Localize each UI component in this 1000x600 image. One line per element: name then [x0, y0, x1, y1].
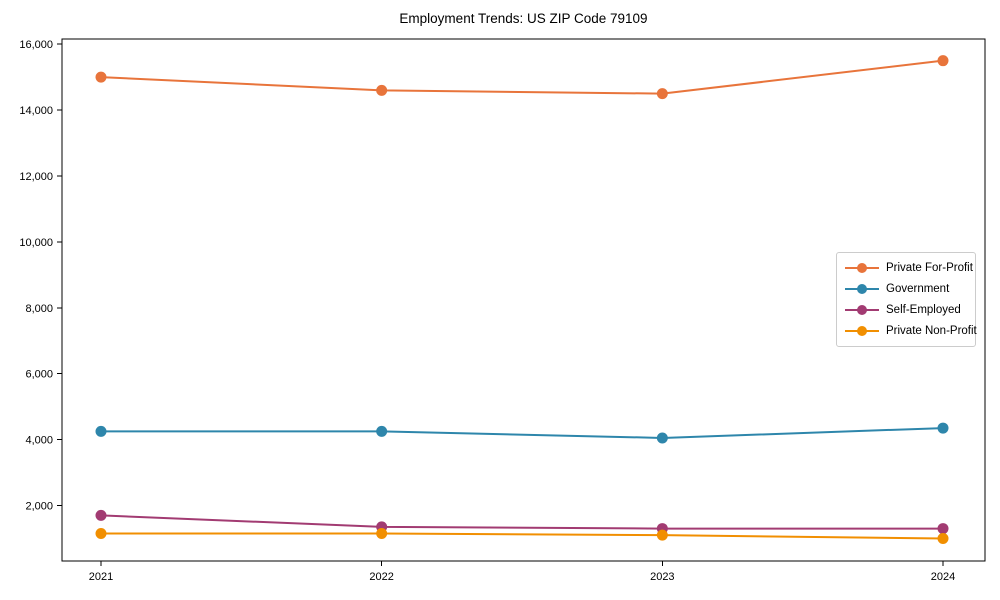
- legend-item-self-employed: Self-Employed: [845, 304, 967, 316]
- legend-label: Government: [886, 283, 950, 296]
- y-tick-label: 4,000: [25, 435, 53, 447]
- legend: Private For-Profit Government Self-Employe…: [836, 252, 977, 347]
- x-tick-label: 2022: [369, 571, 393, 583]
- series-line-government: [100, 427, 944, 439]
- data-point-government-2023: [656, 432, 668, 444]
- y-tick-label: 6,000: [25, 369, 53, 381]
- legend-dot-icon: [857, 325, 867, 336]
- y-tick-label: 2,000: [25, 501, 53, 513]
- x-tick-label: 2021: [89, 571, 113, 583]
- chart-title: Employment Trends: US ZIP Code 79109: [399, 11, 648, 26]
- legend-label: Self-Employed: [886, 303, 961, 316]
- data-point-private-for-profit-2023: [656, 88, 668, 100]
- x-tick-label: 2023: [650, 571, 674, 583]
- x-tick-label: 2024: [931, 571, 955, 583]
- y-tick-label: 8,000: [25, 303, 53, 315]
- legend-line-marker-icon: [845, 263, 879, 274]
- data-point-private-non-profit-2021: [95, 528, 107, 540]
- legend-dot-icon: [857, 304, 867, 315]
- data-point-self-employed-2021: [95, 509, 107, 521]
- data-point-private-for-profit-2022: [376, 84, 388, 96]
- legend-label: Private Non-Profit: [886, 324, 977, 337]
- series-line-self-employed: [100, 514, 944, 530]
- legend-dot-icon: [857, 284, 867, 295]
- data-point-private-for-profit-2024: [937, 55, 949, 67]
- y-tick-label: 14,000: [19, 105, 53, 117]
- data-point-private-non-profit-2022: [376, 528, 388, 540]
- legend-label: Private For-Profit: [886, 262, 973, 275]
- data-point-government-2024: [937, 422, 949, 434]
- legend-dot-icon: [857, 263, 867, 274]
- y-tick-label: 16,000: [19, 39, 53, 51]
- plot-frame: [61, 38, 986, 562]
- legend-item-private-for-profit: Private For-Profit: [845, 262, 973, 274]
- data-point-self-employed-2024: [937, 523, 949, 535]
- data-point-government-2022: [376, 425, 388, 437]
- legend-item-private-non-profit: Private Non-Profit: [845, 325, 977, 337]
- legend-line-marker-icon: [845, 284, 879, 295]
- data-point-private-for-profit-2021: [95, 71, 107, 83]
- y-tick-label: 12,000: [19, 171, 53, 183]
- data-point-private-non-profit-2024: [937, 532, 949, 544]
- legend-line-marker-icon: [845, 325, 879, 336]
- series-line-private-non-profit: [100, 532, 944, 540]
- data-point-private-non-profit-2023: [656, 529, 668, 541]
- series-line-private-for-profit: [100, 59, 944, 95]
- legend-line-marker-icon: [845, 304, 879, 315]
- y-tick-label: 10,000: [19, 237, 53, 249]
- legend-item-government: Government: [845, 283, 967, 295]
- data-point-government-2021: [95, 425, 107, 437]
